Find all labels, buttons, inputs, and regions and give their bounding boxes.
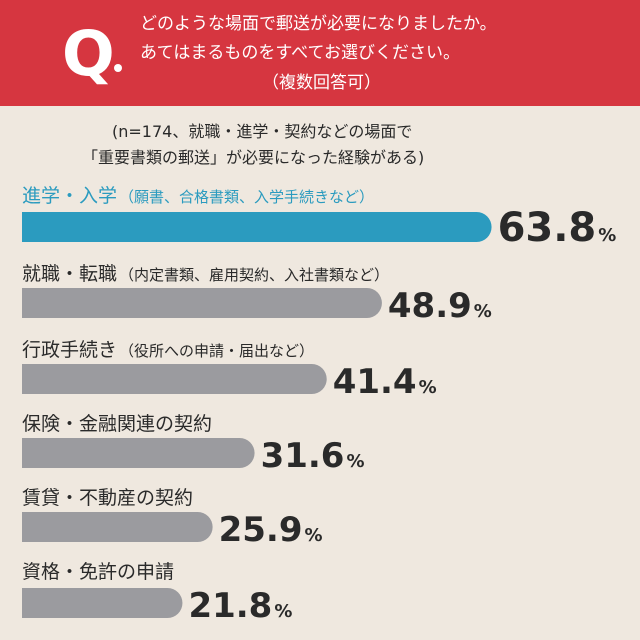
category-main-label: 賃貸・不動産の契約 <box>22 487 193 509</box>
category-main-label: 資格・免許の申請 <box>22 561 174 583</box>
category-label: 保険・金融関連の契約 <box>22 413 212 435</box>
bar <box>22 438 255 468</box>
value-number: 41.4 <box>333 362 417 402</box>
bar-left-edge <box>22 288 37 318</box>
bar-left-edge <box>22 364 37 394</box>
question-line-1: どのような場面で郵送が必要になりましたか。 <box>140 14 497 34</box>
question-line-3: （複数回答可） <box>262 73 381 93</box>
value-number: 48.9 <box>388 286 472 326</box>
category-detail-label: （願書、合格書類、入学手続きなど） <box>119 188 374 206</box>
q-dot-icon <box>114 64 122 72</box>
category-main-label: 行政手続き <box>22 339 117 361</box>
bar-left-edge <box>22 588 37 618</box>
bar-left-edge <box>22 512 37 542</box>
category-detail-label: （役所への申請・届出など） <box>119 342 314 360</box>
bar <box>22 288 382 318</box>
value-unit: % <box>274 601 292 622</box>
category-detail-label: （内定書類、雇用契約、入社書類など） <box>119 266 389 284</box>
q-mark: Q <box>62 17 115 90</box>
category-label: 資格・免許の申請 <box>22 561 174 583</box>
value-unit: % <box>419 377 437 398</box>
bar <box>22 588 183 618</box>
value-unit: % <box>346 451 364 472</box>
value-label: 25.9% <box>219 510 323 550</box>
value-label: 21.8% <box>188 586 292 626</box>
value-label: 48.9% <box>388 286 492 326</box>
question-header: Q どのような場面で郵送が必要になりましたか。 あてはまるものをすべてお選びくだ… <box>0 0 640 106</box>
value-unit: % <box>305 525 323 546</box>
value-number: 63.8 <box>498 205 597 251</box>
bar-left-edge <box>22 438 37 468</box>
value-unit: % <box>598 225 616 246</box>
value-number: 21.8 <box>188 586 272 626</box>
value-unit: % <box>474 301 492 322</box>
category-main-label: 進学・入学 <box>22 185 117 207</box>
category-main-label: 保険・金融関連の契約 <box>22 413 212 435</box>
question-line-2: あてはまるものをすべてお選びください。 <box>140 43 460 63</box>
bar-left-edge <box>22 212 37 242</box>
bar <box>22 212 492 242</box>
sample-note-line-1: (n=174、就職・進学・契約などの場面で <box>112 122 413 141</box>
category-label: 行政手続き （役所への申請・届出など） <box>22 339 314 361</box>
category-label: 進学・入学 （願書、合格書類、入学手続きなど） <box>22 185 374 207</box>
bar <box>22 364 327 394</box>
category-label: 賃貸・不動産の契約 <box>22 487 193 509</box>
value-label: 63.8% <box>498 205 617 251</box>
value-label: 31.6% <box>261 436 365 476</box>
value-number: 31.6 <box>261 436 345 476</box>
value-label: 41.4% <box>333 362 437 402</box>
bar <box>22 512 213 542</box>
category-label: 就職・転職 （内定書類、雇用契約、入社書類など） <box>22 263 389 285</box>
sample-note-line-2: 「重要書類の郵送」が必要になった経験がある) <box>82 148 425 167</box>
value-number: 25.9 <box>219 510 303 550</box>
category-main-label: 就職・転職 <box>22 263 117 285</box>
